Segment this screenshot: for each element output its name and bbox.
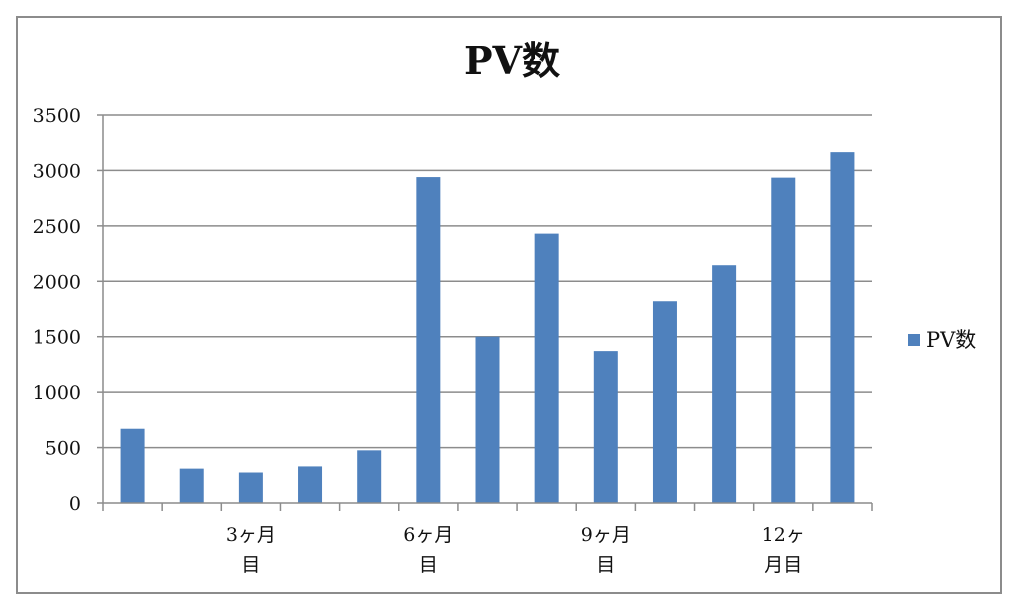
x-tick-label: 6ヶ月目 <box>403 524 453 576</box>
legend-swatch <box>908 334 920 346</box>
bar <box>771 177 796 504</box>
bars <box>120 152 855 504</box>
bar <box>475 336 500 503</box>
x-tick-label: 9ヶ月目 <box>581 524 631 576</box>
x-tick-label: 3ヶ月目 <box>226 524 276 576</box>
y-tick-label: 1000 <box>33 382 81 404</box>
x-tick-labels: 3ヶ月目 6ヶ月目 9ヶ月目 12ヶ月目 <box>226 524 805 576</box>
bar <box>593 351 618 503</box>
bar <box>357 450 382 503</box>
axes <box>102 115 873 511</box>
y-tick-label: 3000 <box>33 160 81 182</box>
y-tick-labels: 0 500 1000 1500 2000 2500 3000 3500 <box>33 105 81 515</box>
chart-title: PV数 <box>463 38 561 83</box>
y-tick-label: 3500 <box>33 105 81 127</box>
y-tick-label: 500 <box>45 438 81 460</box>
bar <box>120 428 145 503</box>
y-tick-label: 0 <box>69 493 81 515</box>
legend: PV数 <box>908 328 976 352</box>
bar <box>712 265 737 503</box>
x-tick-label: 12ヶ月目 <box>762 524 805 576</box>
bar <box>179 468 204 503</box>
bar <box>238 472 263 503</box>
bar <box>534 233 559 504</box>
legend-label: PV数 <box>926 328 976 352</box>
y-tick-label: 2500 <box>33 216 81 238</box>
y-tick-label: 1500 <box>33 327 81 349</box>
bar <box>416 177 441 503</box>
bar <box>830 152 855 503</box>
bar <box>652 301 677 503</box>
bar <box>298 466 323 503</box>
y-tick-label: 2000 <box>33 271 81 293</box>
